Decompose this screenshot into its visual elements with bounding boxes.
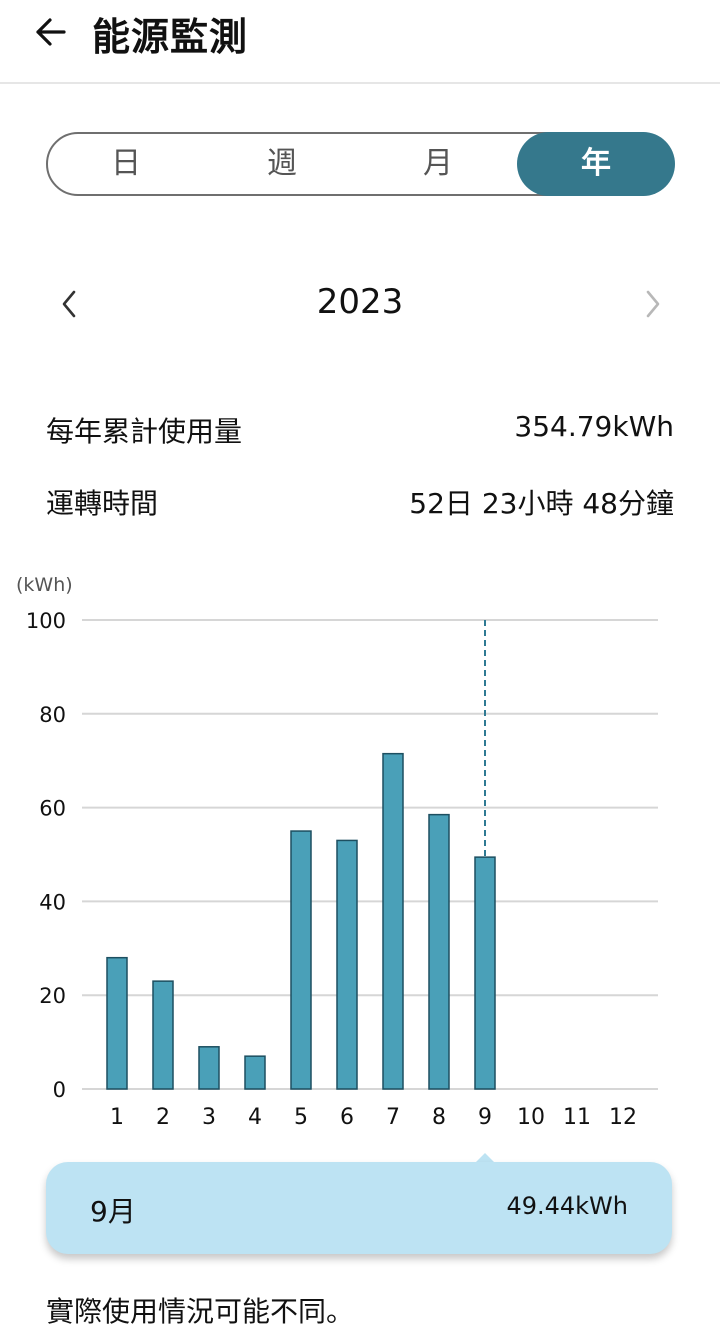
y-tick-label: 80	[39, 703, 66, 727]
y-tick-label: 0	[53, 1078, 66, 1102]
bar-month-4[interactable]	[244, 1055, 266, 1090]
y-tick-label: 20	[39, 984, 66, 1008]
arrow-left-icon	[36, 18, 66, 46]
back-button[interactable]	[28, 8, 76, 56]
chevron-left-icon	[62, 290, 76, 318]
tooltip-pointer	[475, 1153, 495, 1163]
y-tick-label: 100	[26, 609, 66, 633]
bar-month-8[interactable]	[428, 813, 450, 1090]
selected-month-tooltip: 9月 49.44kWh	[46, 1162, 672, 1254]
x-tick-label: 10	[517, 1105, 545, 1130]
tooltip-value: 49.44kWh	[506, 1192, 628, 1220]
x-tick-label: 9	[478, 1105, 492, 1130]
x-tick-label: 7	[386, 1105, 400, 1130]
tooltip-month: 9月	[90, 1195, 136, 1228]
bar-month-2[interactable]	[152, 980, 174, 1090]
x-tick-label: 11	[563, 1105, 591, 1130]
previous-year-button[interactable]	[50, 282, 90, 326]
bar-month-7[interactable]	[382, 752, 404, 1090]
bar-month-6[interactable]	[336, 839, 358, 1090]
y-axis-unit: (kWh)	[16, 574, 73, 596]
tab-week[interactable]: 週	[267, 146, 297, 181]
tab-day[interactable]: 日	[111, 146, 141, 181]
runtime-value: 52日 23小時 48分鐘	[409, 487, 674, 520]
x-tick-label: 3	[202, 1105, 216, 1130]
tab-year[interactable]: 年	[517, 132, 675, 196]
monthly-usage-chart[interactable]: (kWh) 0 20 40 60 80 100 1 2 3 4 5 6 7 8 9 10 11 12	[0, 560, 720, 1140]
tab-month[interactable]: 月	[423, 146, 453, 181]
annual-usage-value: 354.79kWh	[514, 410, 674, 443]
bar-month-9[interactable]	[474, 856, 496, 1090]
y-tick-label: 40	[39, 890, 66, 914]
annual-usage-label: 每年累計使用量	[46, 415, 243, 448]
chevron-right-icon	[646, 290, 660, 318]
current-year: 2023	[316, 282, 404, 322]
x-tick-label: 8	[432, 1105, 446, 1130]
x-tick-label: 1	[110, 1105, 124, 1130]
x-tick-label: 6	[340, 1105, 354, 1130]
x-tick-label: 5	[294, 1105, 308, 1130]
period-segmented-control: 日 週 月 年	[46, 132, 675, 196]
x-tick-label: 4	[248, 1105, 262, 1130]
page-title: 能源監測	[92, 15, 249, 59]
y-tick-label: 60	[39, 797, 66, 821]
next-year-button[interactable]	[632, 282, 672, 326]
bar-month-5[interactable]	[290, 830, 312, 1090]
bar-month-3[interactable]	[198, 1046, 220, 1090]
x-tick-label: 2	[156, 1105, 170, 1130]
runtime-label: 運轉時間	[46, 487, 159, 520]
x-tick-label: 12	[609, 1105, 637, 1130]
bar-month-1[interactable]	[106, 956, 128, 1090]
top-bar: 能源監測	[0, 0, 720, 84]
disclaimer-text: 實際使用情況可能不同。	[46, 1295, 355, 1328]
